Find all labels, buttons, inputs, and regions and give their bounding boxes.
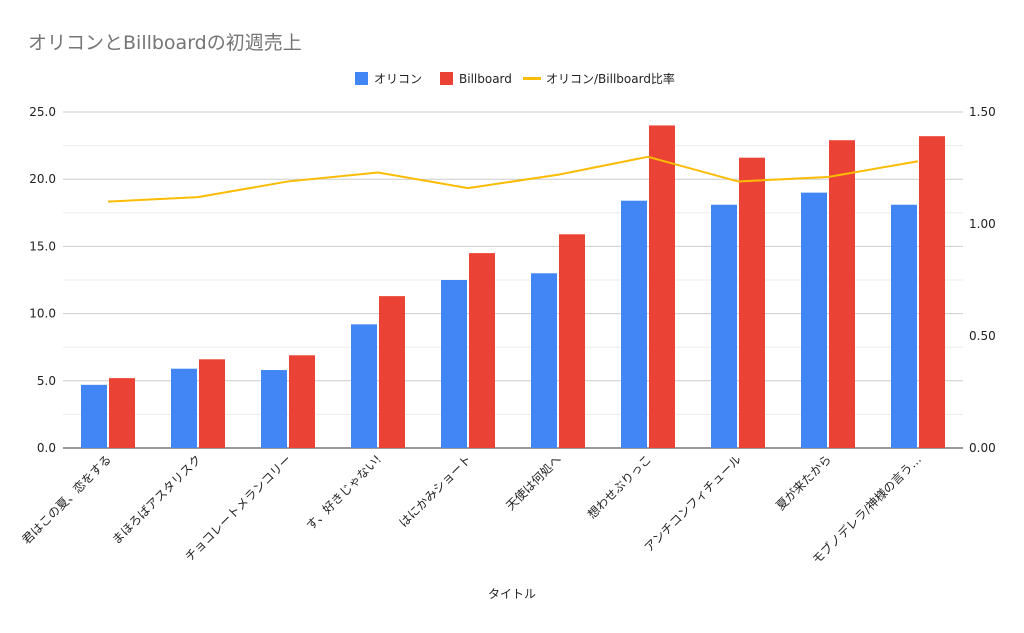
bars (81, 125, 945, 449)
y-axis-left: 0.0 5.0 10.0 15.0 20.0 25.0 (29, 105, 56, 455)
bar-oricon (801, 192, 827, 448)
bar-billboard (919, 136, 945, 448)
bar-oricon (621, 200, 647, 448)
x-axis-title: タイトル (488, 587, 536, 601)
y-left-tick-label: 20.0 (29, 172, 56, 186)
x-category-label: 君はこの夏、恋をする (19, 452, 114, 547)
bar-billboard (649, 125, 675, 448)
bar-oricon (441, 280, 467, 448)
y-left-tick-label: 0.0 (37, 441, 56, 455)
bar-billboard (469, 253, 495, 448)
chart-title: オリコンとBillboardの初週売上 (28, 32, 302, 54)
bar-billboard (829, 140, 855, 448)
bar-billboard (559, 234, 585, 448)
y-left-tick-label: 15.0 (29, 239, 56, 253)
x-category-label: アンチコンフィチュール (642, 452, 744, 554)
ratio-line (107, 155, 919, 203)
bar-oricon (171, 368, 197, 448)
x-category-label: す、好きじゃない! (304, 452, 385, 533)
y-axis-right: 0.00 0.50 1.00 1.50 (969, 105, 996, 455)
y-right-tick-label: 1.00 (969, 217, 996, 231)
bar-oricon (711, 204, 737, 448)
bar-oricon (531, 273, 557, 448)
bar-oricon (891, 204, 917, 448)
legend: オリコン Billboard オリコン/Billboard比率 (355, 71, 675, 86)
y-left-tick-label: 25.0 (29, 105, 56, 119)
x-category-label: まほろばアスタリスク (109, 452, 204, 547)
x-category-label: 夏が来たから (773, 452, 835, 514)
bar-billboard (109, 378, 135, 448)
gridlines (63, 111, 963, 449)
ratio-line-path (107, 155, 919, 203)
bar-billboard (289, 355, 315, 448)
legend-swatch-oricon (355, 72, 368, 85)
bar-billboard (379, 296, 405, 448)
bar-billboard (199, 359, 225, 448)
x-category-label: 天使は何処へ (503, 452, 565, 514)
x-category-label: 想わせぶりっこ (584, 452, 654, 522)
x-category-label: はにかみショート (396, 452, 474, 530)
x-category-label: チョコレートメランコリー (182, 452, 294, 564)
legend-label-oricon: オリコン (374, 72, 422, 86)
bar-oricon (261, 370, 287, 448)
bar-oricon (351, 324, 377, 448)
bar-billboard (739, 157, 765, 449)
legend-swatch-billboard (440, 72, 453, 85)
legend-label-billboard: Billboard (459, 72, 512, 86)
legend-label-ratio: オリコン/Billboard比率 (546, 71, 675, 86)
y-left-tick-label: 5.0 (37, 374, 56, 388)
y-right-tick-label: 0.00 (969, 441, 996, 455)
y-right-tick-label: 1.50 (969, 105, 996, 119)
y-left-tick-label: 10.0 (29, 307, 56, 321)
bar-oricon (81, 384, 107, 448)
y-right-tick-label: 0.50 (969, 329, 996, 343)
